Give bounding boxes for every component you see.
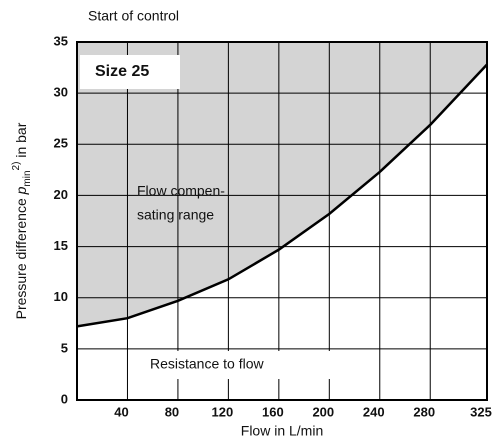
x-tick-label: 240	[363, 404, 385, 419]
label-box	[80, 55, 180, 89]
y-axis-label-part: in bar	[13, 122, 29, 161]
x-tick-label: 120	[212, 404, 234, 419]
annotation: Flow compen-	[137, 183, 225, 199]
x-axis-label: Flow in L/min	[241, 423, 323, 439]
annotation: Size 25	[95, 63, 149, 80]
x-tick-label: 280	[413, 404, 435, 419]
annotation: Resistance to flow	[150, 356, 264, 372]
curve	[76, 63, 488, 328]
annotation: sating range	[137, 207, 214, 223]
label-box	[140, 351, 330, 379]
y-tick-label: 30	[54, 85, 68, 100]
chart-title: Start of control	[88, 8, 179, 24]
y-axis-label-part: Pressure difference	[13, 194, 29, 319]
y-tick-label: 15	[54, 238, 68, 253]
x-tick-label: 40	[114, 404, 128, 419]
x-tick-label: 200	[312, 404, 334, 419]
y-axis-label-part: min	[22, 170, 33, 186]
y-tick-label: 10	[54, 289, 68, 304]
shaded-area	[77, 42, 487, 327]
x-tick-label: 160	[262, 404, 284, 419]
x-tick-label: 325	[470, 404, 492, 419]
plot-frame	[76, 41, 488, 401]
y-tick-label: 25	[54, 136, 68, 151]
y-axis-label: Pressure difference pmin2) in bar	[11, 122, 33, 319]
y-tick-label: 0	[61, 391, 68, 406]
y-tick-label: 20	[54, 187, 68, 202]
y-axis-label-part: 2)	[11, 162, 22, 171]
x-tick-label: 80	[165, 404, 179, 419]
y-tick-label: 35	[54, 33, 68, 48]
y-tick-label: 5	[61, 340, 68, 355]
y-axis-label-part: p	[13, 186, 29, 195]
